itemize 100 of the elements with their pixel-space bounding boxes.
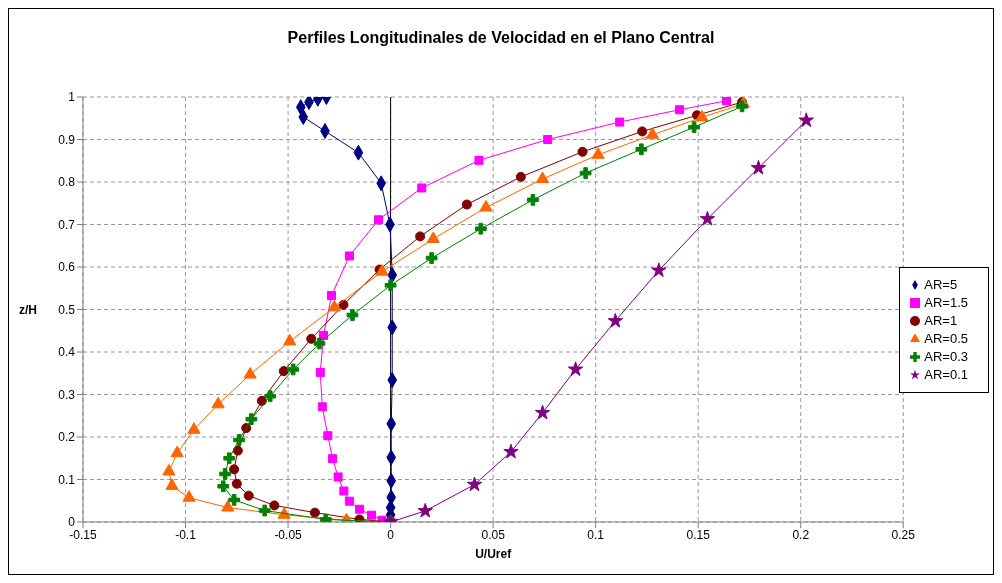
point bbox=[426, 231, 440, 243]
point bbox=[591, 147, 605, 159]
point bbox=[229, 464, 240, 475]
point bbox=[798, 112, 814, 127]
point bbox=[162, 463, 176, 476]
point bbox=[534, 404, 551, 420]
point bbox=[675, 105, 685, 115]
x-tick-label: 0.05 bbox=[481, 527, 506, 542]
point bbox=[228, 494, 240, 506]
point bbox=[315, 367, 325, 377]
point bbox=[306, 333, 317, 344]
y-tick-label: 0.4 bbox=[58, 345, 76, 360]
point bbox=[333, 472, 343, 482]
point bbox=[479, 199, 493, 212]
point bbox=[258, 504, 271, 517]
point bbox=[384, 279, 397, 292]
y-tick-label: 0.9 bbox=[58, 132, 76, 147]
point bbox=[327, 290, 337, 300]
point bbox=[170, 445, 184, 458]
legend-label: AR=5 bbox=[924, 276, 958, 292]
point bbox=[323, 431, 333, 441]
legend-label: AR=0.5 bbox=[924, 330, 968, 346]
point bbox=[635, 143, 648, 156]
point bbox=[425, 252, 438, 264]
point bbox=[615, 117, 625, 127]
point bbox=[699, 210, 716, 226]
y-tick-label: 0.7 bbox=[58, 217, 76, 232]
point bbox=[736, 100, 748, 113]
point bbox=[695, 109, 709, 122]
x-tick-label: 0.1 bbox=[587, 527, 605, 542]
point bbox=[607, 312, 624, 328]
legend-label: AR=0.3 bbox=[924, 348, 968, 364]
y-axis-title: z/H bbox=[19, 302, 37, 317]
point bbox=[577, 146, 588, 157]
point bbox=[344, 251, 354, 261]
point bbox=[327, 299, 341, 312]
point bbox=[722, 97, 731, 106]
x-tick-label: -0.1 bbox=[175, 527, 197, 542]
point bbox=[187, 422, 201, 434]
point bbox=[245, 413, 258, 426]
point bbox=[264, 390, 277, 403]
x-tick-label: 0.25 bbox=[891, 527, 916, 542]
point bbox=[223, 452, 236, 465]
y-tick-label: 0.2 bbox=[58, 430, 76, 445]
point bbox=[637, 126, 648, 137]
point bbox=[466, 476, 483, 492]
point bbox=[231, 478, 242, 489]
point bbox=[651, 262, 667, 278]
x-tick-label: 0.2 bbox=[792, 527, 810, 542]
point bbox=[232, 445, 243, 456]
y-tick-label: 0 bbox=[68, 515, 76, 530]
y-tick-label: 0.3 bbox=[58, 387, 76, 402]
point bbox=[367, 510, 377, 520]
chart-title: Perfiles Longitudinales de Velocidad en el Plano Central bbox=[286, 29, 716, 47]
point bbox=[344, 496, 354, 506]
y-tick-label: 0.5 bbox=[58, 302, 76, 317]
point bbox=[515, 171, 526, 182]
point bbox=[474, 155, 484, 165]
point bbox=[417, 183, 427, 193]
point bbox=[355, 504, 365, 514]
x-axis-title: U/Uref bbox=[475, 547, 513, 561]
point bbox=[283, 333, 297, 346]
point bbox=[287, 363, 300, 376]
point bbox=[346, 309, 359, 321]
y-tick-label: 1 bbox=[68, 90, 76, 105]
point bbox=[375, 264, 389, 276]
point bbox=[243, 367, 257, 379]
point bbox=[645, 127, 660, 139]
x-tick-label: 0 bbox=[387, 527, 395, 542]
point bbox=[313, 337, 326, 350]
point bbox=[543, 135, 553, 144]
point bbox=[579, 167, 592, 179]
point bbox=[165, 478, 179, 490]
x-tick-label: -0.05 bbox=[274, 527, 303, 542]
point bbox=[328, 454, 338, 464]
point bbox=[415, 231, 426, 242]
y-tick-label: 0.6 bbox=[58, 260, 76, 275]
point bbox=[233, 434, 245, 446]
point bbox=[219, 468, 231, 480]
point bbox=[374, 215, 383, 225]
y-tick-label: 0.1 bbox=[58, 472, 76, 487]
point bbox=[243, 490, 254, 501]
point bbox=[461, 199, 472, 210]
point bbox=[339, 486, 349, 496]
point bbox=[535, 171, 550, 184]
point bbox=[317, 402, 327, 412]
point bbox=[474, 222, 487, 235]
point bbox=[211, 396, 225, 409]
point bbox=[269, 500, 280, 511]
point bbox=[750, 159, 767, 175]
point bbox=[278, 366, 289, 377]
x-tick-label: -0.15 bbox=[69, 527, 97, 542]
point bbox=[221, 500, 235, 512]
point bbox=[217, 480, 230, 493]
point bbox=[182, 490, 196, 502]
legend-label: AR=1 bbox=[924, 312, 958, 328]
legend-label: AR=1.5 bbox=[924, 294, 968, 310]
point bbox=[309, 507, 320, 518]
x-tick-label: 0.15 bbox=[686, 527, 711, 542]
y-tick-label: 0.8 bbox=[58, 175, 76, 190]
